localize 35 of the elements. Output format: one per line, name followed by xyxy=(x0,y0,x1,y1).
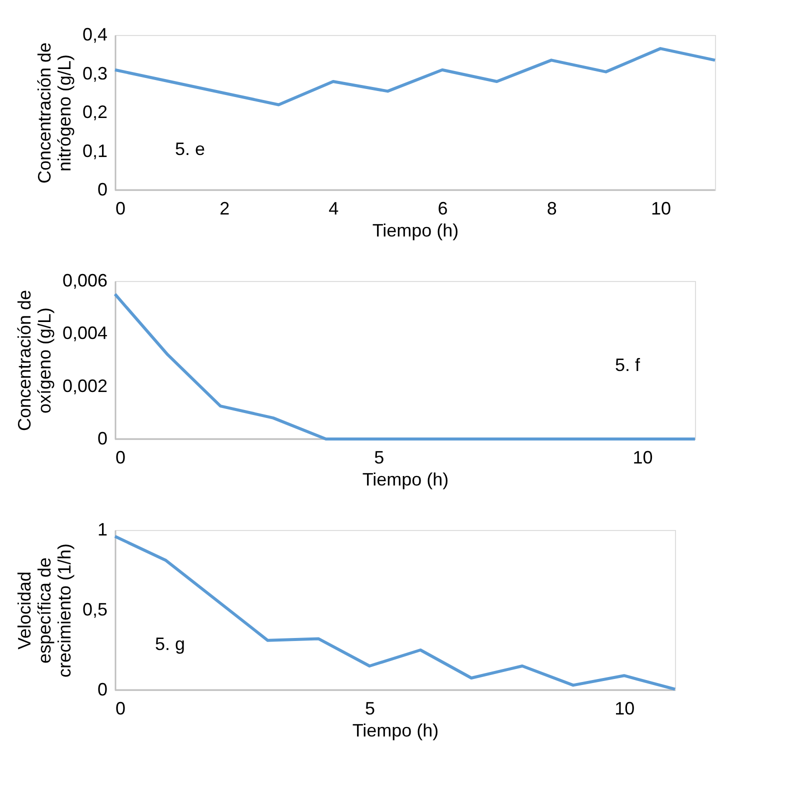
y-tick-label: 0,4 xyxy=(82,24,108,44)
annotation: 5. e xyxy=(175,139,206,159)
x-tick-label: 6 xyxy=(438,198,448,218)
annotation: 5. f xyxy=(615,355,642,375)
x-tick-label: 0 xyxy=(116,198,126,218)
y-tick-label: 0,1 xyxy=(82,140,108,161)
x-tick-label: 10 xyxy=(650,198,671,218)
y-axis-title: Velocidad específica de crecimiento (1/h) xyxy=(14,543,74,678)
x-tick-label: 4 xyxy=(328,198,339,218)
y-tick-label: 0 xyxy=(97,680,108,700)
x-axis-title: Tiempo (h) xyxy=(372,220,459,240)
x-axis-title: Tiempo (h) xyxy=(362,470,449,490)
y-tick-label: 0,006 xyxy=(62,270,108,290)
y-tick-label: 0,002 xyxy=(62,376,108,396)
x-tick-label: 5 xyxy=(374,448,384,468)
annotation: 5. g xyxy=(155,634,186,654)
y-tick-label: 0,004 xyxy=(62,323,108,344)
y-tick-label: 0,5 xyxy=(82,600,108,620)
line-series xyxy=(114,47,716,106)
x-tick-label: 5 xyxy=(365,698,376,718)
x-tick-label: 8 xyxy=(546,198,557,218)
y-tick-label: 0 xyxy=(97,428,108,448)
y-tick-label: 0,2 xyxy=(82,102,108,122)
x-tick-label: 0 xyxy=(116,448,126,468)
x-tick-label: 0 xyxy=(116,698,126,718)
x-axis-title: Tiempo (h) xyxy=(352,720,439,740)
x-tick-label: 10 xyxy=(632,448,653,468)
y-tick-label: 1 xyxy=(97,520,108,540)
x-tick-label: 2 xyxy=(220,198,230,218)
y-tick-label: 0 xyxy=(97,180,108,200)
line-series xyxy=(114,534,676,691)
y-axis-title: Concentración de oxígeno (g/L) xyxy=(14,290,54,432)
y-tick-label: 0,3 xyxy=(82,63,108,84)
x-tick-label: 10 xyxy=(614,698,635,718)
y-axis-title: Concentración de nitrógeno (g/L) xyxy=(34,42,74,184)
